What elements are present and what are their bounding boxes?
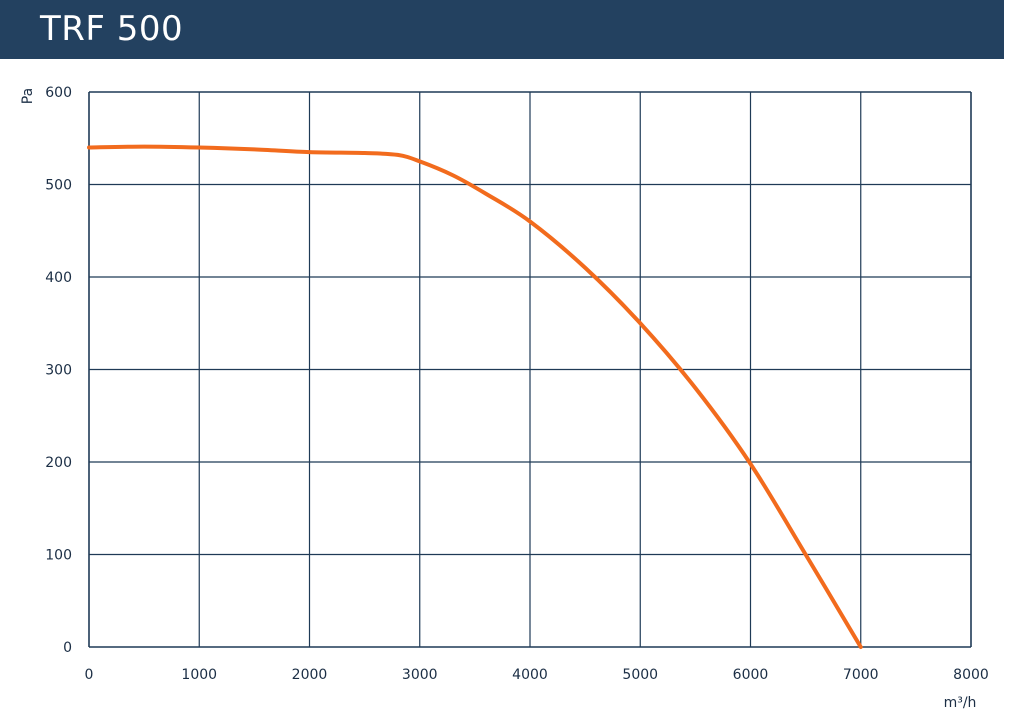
y-tick-label: 300 [45,363,72,379]
y-tick-label: 0 [63,640,72,656]
y-tick-labels: 0 100 200 300 400 500 600 [45,85,72,656]
y-tick-label: 500 [45,178,72,194]
pressure-curve [87,144,863,649]
header-bar: TRF 500 [0,0,1004,59]
x-tick-labels: 0 1000 2000 3000 4000 5000 6000 7000 8000 [85,667,989,683]
x-tick-label: 0 [85,667,94,683]
y-tick-label: 200 [45,455,72,471]
y-tick-label: 100 [45,548,72,564]
x-tick-label: 2000 [292,667,328,683]
y-tick-label: 400 [45,270,72,286]
x-tick-label: 1000 [181,667,217,683]
chart-title: TRF 500 [40,9,184,49]
x-tick-label: 3000 [402,667,438,683]
y-tick-label: 600 [45,85,72,101]
grid [88,91,972,648]
x-tick-label: 7000 [843,667,879,683]
x-tick-label: 8000 [953,667,989,683]
x-axis-label: m³/h [944,695,977,711]
x-tick-label: 5000 [622,667,658,683]
x-tick-label: 4000 [512,667,548,683]
y-axis-label: Pa [20,88,36,104]
x-tick-label: 6000 [733,667,769,683]
